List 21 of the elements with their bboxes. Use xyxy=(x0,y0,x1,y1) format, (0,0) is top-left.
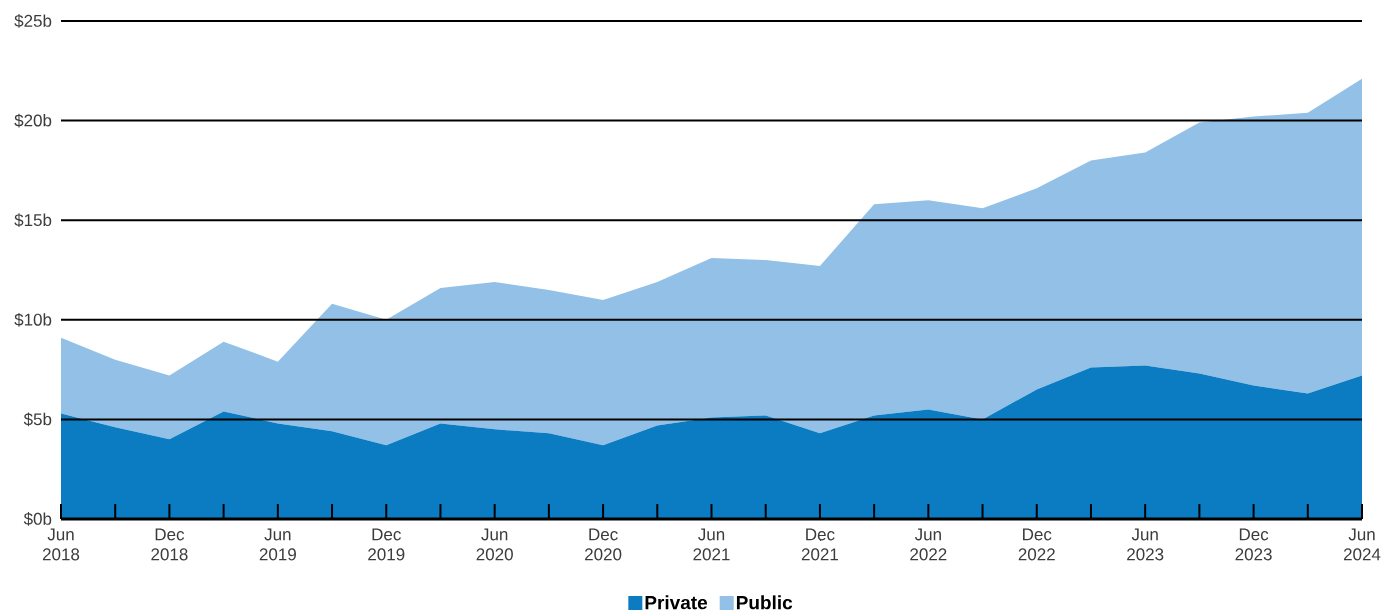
x-tick-label: Jun 2018 xyxy=(42,528,80,561)
y-tick-label: $15b xyxy=(14,213,52,228)
legend-label: Public xyxy=(736,595,793,610)
x-tick-label: Dec 2020 xyxy=(585,528,622,561)
y-tick-label: $0b xyxy=(23,512,52,526)
y-tick-label: $10b xyxy=(14,312,52,327)
y-tick-label: $5b xyxy=(23,412,52,427)
x-tick-label: Jun 2020 xyxy=(476,528,513,561)
y-tick-label: $25b xyxy=(14,14,52,28)
legend-label: Private xyxy=(645,595,708,610)
x-tick-label: Jun 2021 xyxy=(693,528,730,561)
x-tick-label: Dec 2023 xyxy=(1235,528,1272,561)
x-tick-label: Jun 2019 xyxy=(259,528,296,561)
x-tick-label: Dec 2019 xyxy=(368,528,405,561)
x-tick-label: Dec 2021 xyxy=(801,528,838,561)
x-tick-label: Dec 2018 xyxy=(151,528,188,561)
x-tick-label: Jun 2024 xyxy=(1343,528,1381,561)
x-tick-label: Jun 2022 xyxy=(910,528,947,561)
y-tick-label: $20b xyxy=(14,113,52,128)
x-tick-label: Dec 2022 xyxy=(1018,528,1055,561)
x-tick-label: Jun 2023 xyxy=(1127,528,1164,561)
